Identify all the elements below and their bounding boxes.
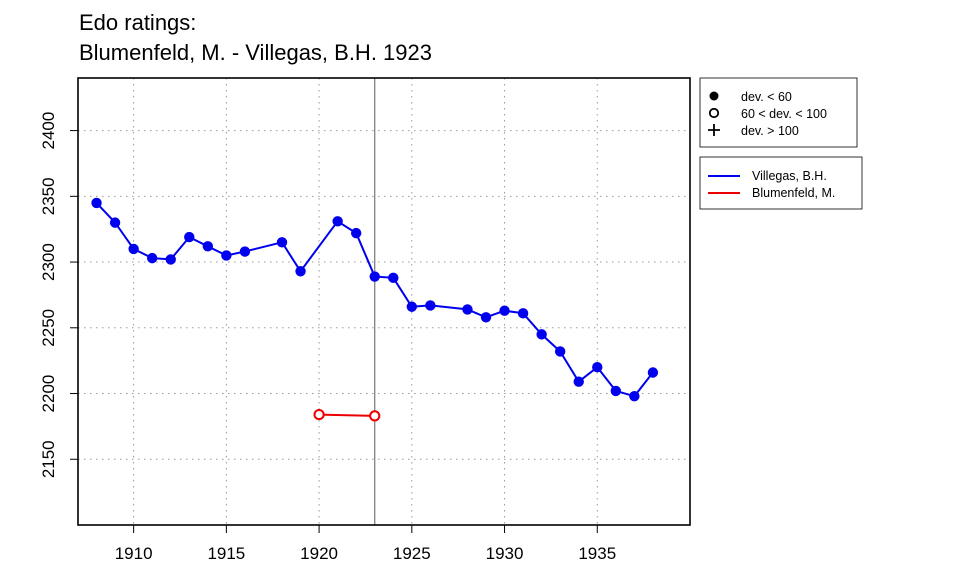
y-tick-label-3: 2300 (39, 243, 58, 281)
x-axis: 1910 1915 1920 1925 1930 1935 (115, 525, 616, 563)
y-tick-label-1: 2200 (39, 375, 58, 413)
series-0-point-0 (91, 197, 102, 209)
series-layer (91, 197, 659, 422)
series-0-point-2 (128, 243, 139, 255)
series-0-point-25 (610, 385, 622, 397)
x-tick-label-1: 1915 (207, 544, 245, 563)
open-marker-icon (708, 107, 720, 119)
series-legend-item-0: Villegas, B.H. (752, 169, 827, 183)
series-0-point-26 (629, 390, 640, 402)
y-axis: 2150 2200 2250 2300 2350 2400 (39, 112, 78, 478)
plot-frame (77, 77, 691, 526)
series-0-point-21 (536, 329, 547, 340)
series-0-point-23 (573, 376, 584, 387)
series-line-0 (95, 202, 654, 398)
chart-title-line-2: Blumenfeld, M. - Villegas, B.H. 1923 (79, 40, 432, 65)
series-0-point-3 (146, 252, 158, 264)
series-0-point-22 (554, 346, 566, 357)
series-0-point-13 (369, 271, 380, 282)
series-0-point-1 (109, 217, 121, 228)
marker-legend-box (699, 77, 858, 148)
series-0-point-4 (165, 254, 176, 265)
series-0-point-17 (462, 304, 473, 315)
marker-legend-item-1: 60 < dev. < 100 (741, 107, 827, 121)
chart-title-line-1: Edo ratings: (79, 10, 197, 35)
x-tick-label-4: 1930 (486, 544, 524, 563)
series-0-point-19 (499, 305, 510, 316)
series-legend-box (699, 156, 863, 210)
marker-legend: dev. < 60 60 < dev. < 100 dev. > 100 (699, 77, 858, 148)
series-0-point-15 (406, 301, 418, 312)
filled-marker-icon (709, 91, 719, 101)
series-0-point-9 (276, 237, 288, 248)
y-tick-label-2: 2250 (39, 309, 58, 347)
series-1-point-1 (369, 410, 381, 422)
series-line-1 (319, 413, 375, 417)
series-0-point-5 (184, 231, 195, 243)
marker-legend-item-2: dev. > 100 (741, 124, 799, 138)
series-legend-item-1: Blumenfeld, M. (752, 186, 835, 200)
series-0-point-14 (388, 272, 399, 284)
series-0-point-6 (202, 241, 214, 252)
y-tick-label-4: 2350 (39, 177, 58, 215)
chart-title: Edo ratings: Blumenfeld, M. - Villegas, … (79, 8, 432, 68)
x-tick-label-3: 1925 (393, 544, 431, 563)
x-tick-label-5: 1935 (578, 544, 616, 563)
series-0-point-10 (295, 266, 306, 277)
series-0-point-8 (239, 246, 251, 257)
plus-marker-icon (708, 124, 720, 136)
series-0-point-11 (332, 216, 343, 227)
series-0-point-7 (221, 250, 232, 261)
series-0-point-16 (425, 300, 436, 311)
grid-lines (78, 78, 690, 525)
series-0-point-20 (517, 308, 529, 319)
series-legend: Villegas, B.H. Blumenfeld, M. (699, 156, 863, 210)
x-tick-label-0: 1910 (115, 544, 153, 563)
series-0-point-24 (592, 362, 603, 373)
marker-legend-item-0: dev. < 60 (741, 90, 792, 104)
y-tick-label-0: 2150 (39, 440, 58, 478)
x-tick-label-2: 1920 (300, 544, 338, 563)
series-0-point-18 (480, 312, 492, 323)
series-0-point-12 (350, 227, 362, 239)
y-tick-label-5: 2400 (39, 112, 58, 150)
series-1-point-0 (313, 408, 325, 421)
series-0-point-27 (647, 367, 659, 378)
